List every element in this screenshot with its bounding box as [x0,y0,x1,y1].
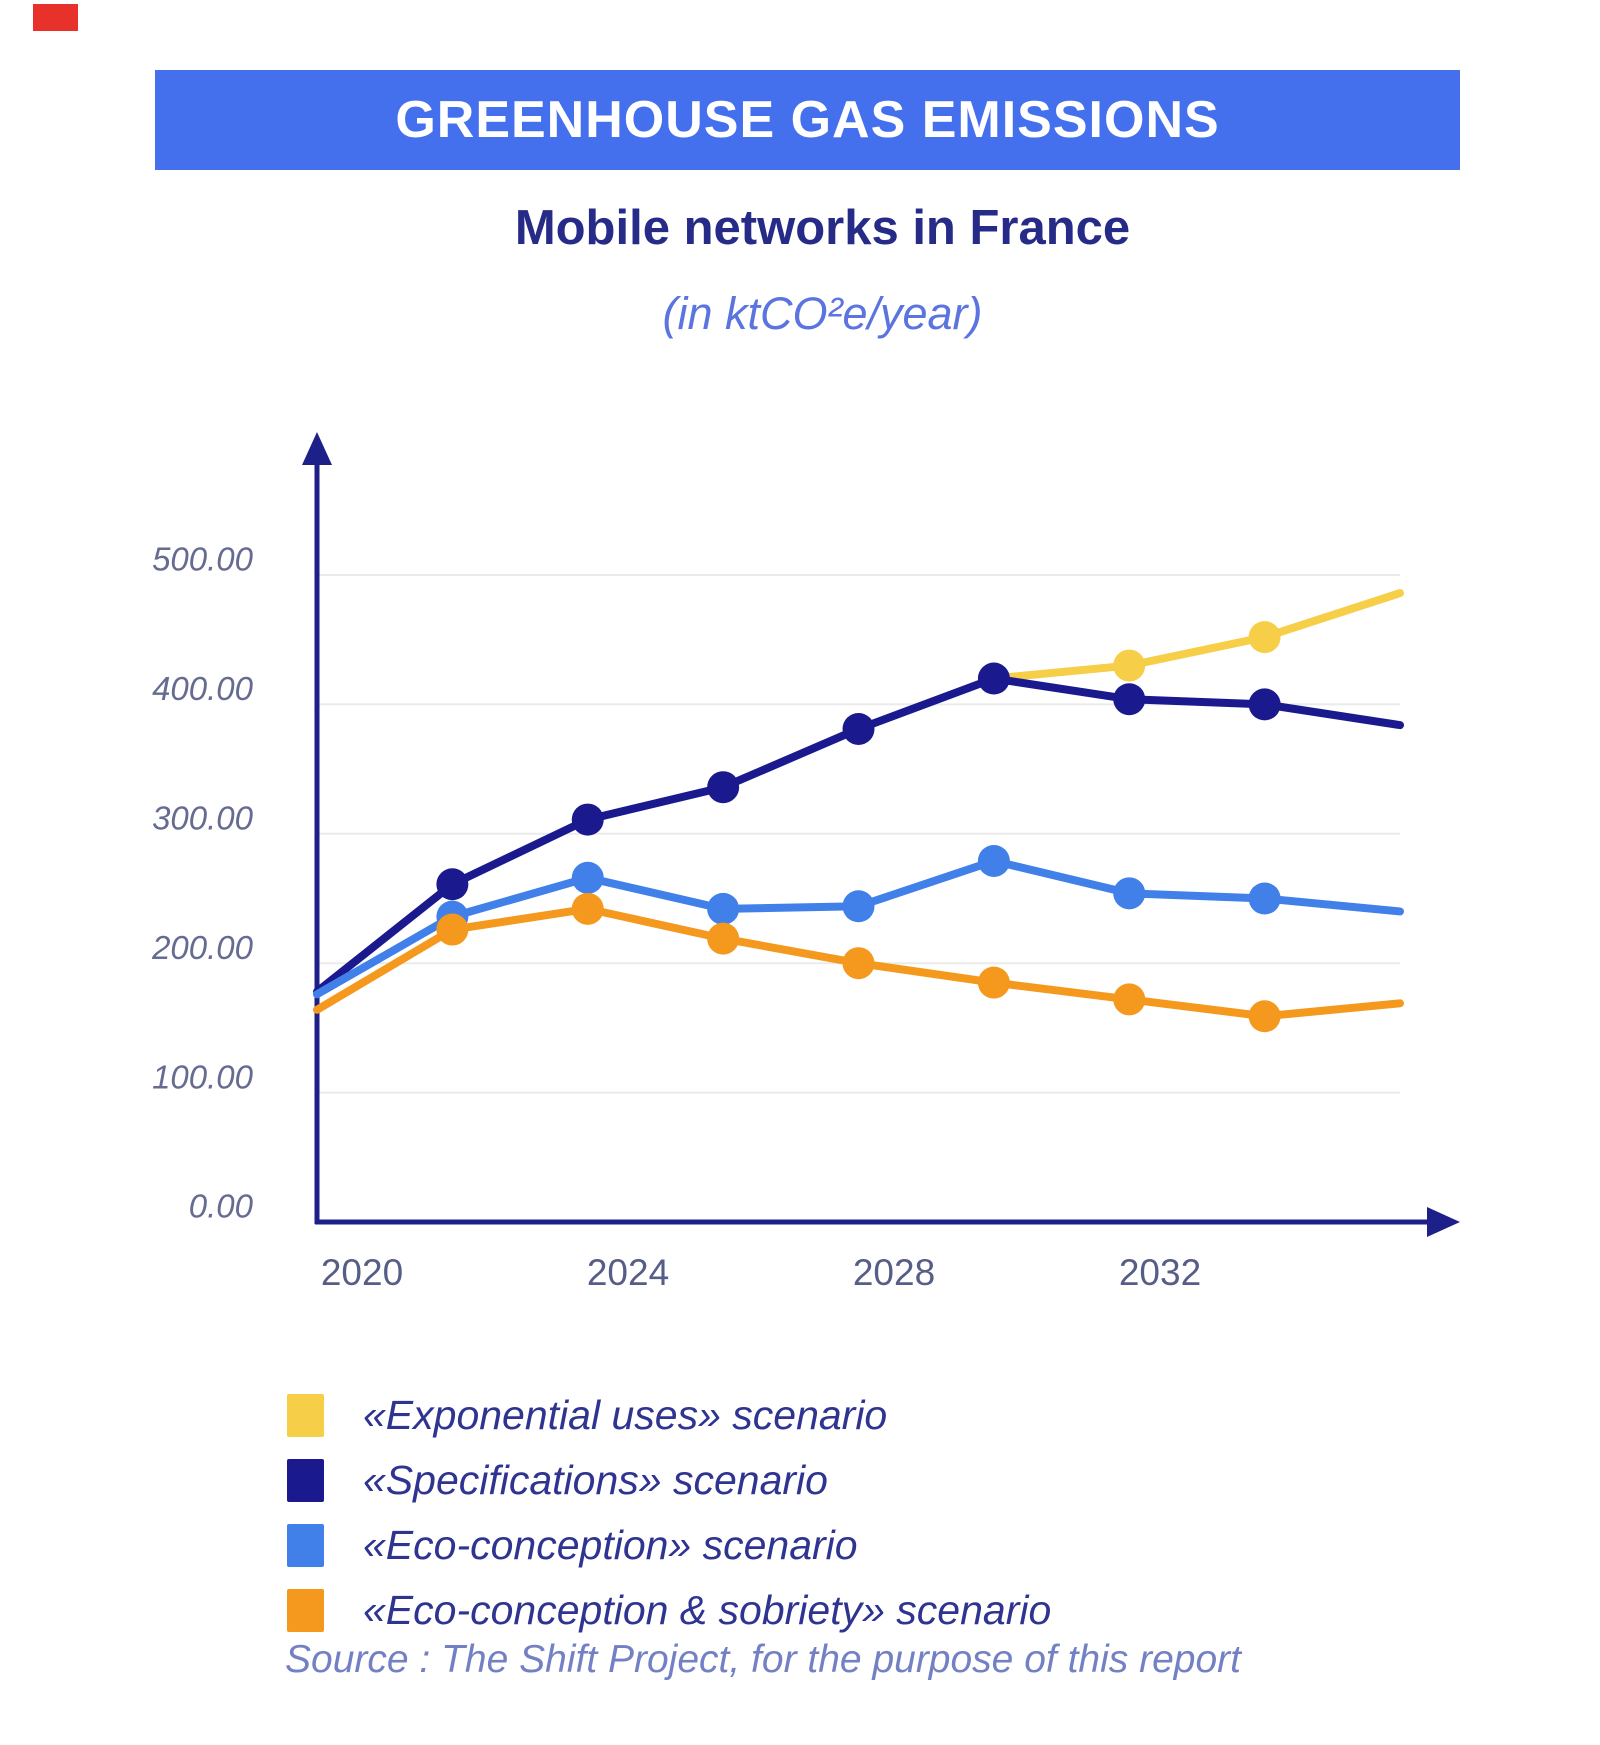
red-corner-mark [33,4,78,31]
x-axis-tick-label: 2020 [321,1252,403,1293]
legend-swatch [287,1394,324,1437]
legend-label: «Exponential uses» scenario [363,1392,888,1438]
data-point [1113,877,1146,910]
source-caption: Source : The Shift Project, for the purp… [285,1638,1241,1681]
y-axis-tick-label: 0.00 [189,1188,254,1225]
data-point [571,803,604,836]
data-point [1248,1000,1281,1033]
y-axis-tick-label: 200.00 [151,929,254,966]
y-axis-tick-label: 300.00 [152,800,254,837]
series-line [989,589,1404,683]
chart-unit-label: (in ktCO²e/year) [662,288,983,339]
data-point [571,861,604,894]
data-point [436,868,469,901]
data-point [1113,683,1146,716]
data-point [707,771,740,804]
x-axis-tick-label: 2032 [1119,1252,1201,1293]
legend-swatch [287,1524,324,1567]
legend-item-1: «Specifications» scenario [287,1448,1387,1513]
legend-swatch [287,1459,324,1502]
data-point [842,947,875,980]
legend-item-2: «Eco-conception» scenario [287,1513,1387,1578]
data-point [842,712,875,745]
data-point [707,922,740,955]
data-point [977,966,1010,999]
x-axis-tick-label: 2024 [587,1252,669,1293]
data-point [977,662,1010,695]
data-point [842,890,875,923]
data-point [977,844,1010,877]
legend-label: «Eco-conception & sobriety» scenario [363,1587,1052,1633]
data-point [707,892,740,925]
y-axis-tick-label: 400.00 [152,670,254,707]
data-point [1248,882,1281,915]
x-axis-arrowhead [1427,1207,1460,1237]
data-point [1113,983,1146,1016]
y-axis-tick-label: 500.00 [152,541,254,578]
legend-label: «Specifications» scenario [363,1457,828,1503]
data-point [436,913,469,946]
chart-subtitle: Mobile networks in France [514,201,1131,255]
data-point [1248,621,1281,654]
data-point [1248,688,1281,721]
data-point [571,892,604,925]
y-axis-tick-label: 100.00 [152,1058,254,1095]
legend-label: «Eco-conception» scenario [363,1522,858,1568]
legend-item-0: «Exponential uses» scenario [287,1383,1387,1448]
legend-item-3: «Eco-conception & sobriety» scenario [287,1578,1387,1643]
banner-title-bar: GREENHOUSE GAS EMISSIONS [155,70,1460,170]
chart-legend: «Exponential uses» scenario «Specificatio… [287,1383,1387,1643]
y-axis-arrowhead [302,432,332,465]
data-point [1113,649,1146,682]
legend-swatch [287,1589,324,1632]
page-title: GREENHOUSE GAS EMISSIONS [395,91,1220,149]
x-axis-tick-label: 2028 [853,1252,935,1293]
